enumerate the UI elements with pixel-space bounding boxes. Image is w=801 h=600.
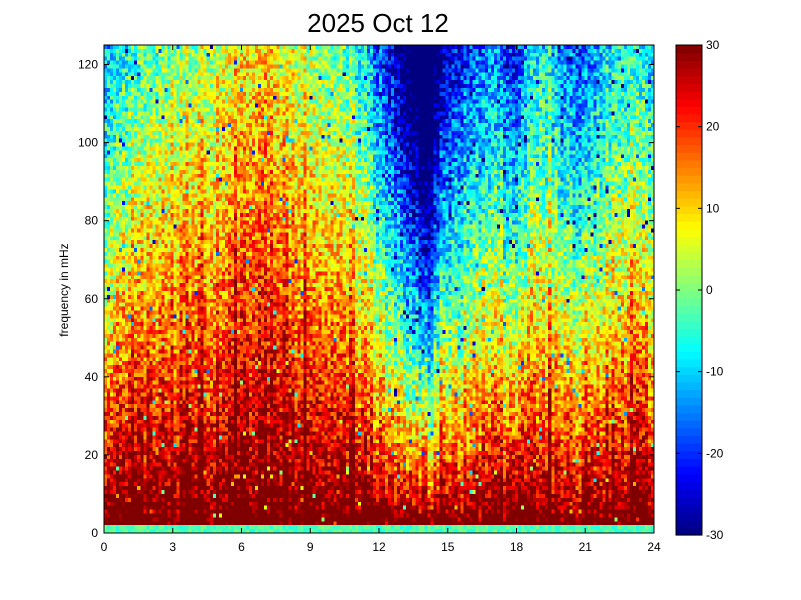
y-tick-label: 120 bbox=[78, 58, 98, 72]
colorbar-segment bbox=[676, 251, 702, 260]
colorbar-segment bbox=[676, 259, 702, 268]
colorbar-segment bbox=[676, 182, 702, 192]
heatmap bbox=[104, 45, 654, 533]
y-tick-label: 40 bbox=[85, 370, 99, 384]
colorbar-segment bbox=[676, 519, 702, 528]
colorbar-segment bbox=[676, 236, 702, 245]
colorbar-segment bbox=[676, 159, 702, 169]
colorbar-segment bbox=[676, 450, 702, 460]
colorbar-segment bbox=[676, 435, 702, 444]
colorbar-segment bbox=[676, 190, 702, 199]
y-tick-label: 20 bbox=[85, 448, 99, 462]
colorbar-tick-label: -20 bbox=[706, 446, 724, 460]
chart-title: 2025 Oct 12 bbox=[307, 8, 449, 38]
colorbar-segment bbox=[676, 481, 702, 490]
colorbar-segment bbox=[676, 121, 702, 130]
colorbar-segment bbox=[676, 312, 702, 322]
colorbar-segment bbox=[676, 496, 702, 505]
x-tick-label: 12 bbox=[372, 540, 386, 554]
colorbar-segment bbox=[676, 473, 702, 483]
colorbar-segment bbox=[676, 389, 702, 398]
x-tick-label: 21 bbox=[579, 540, 593, 554]
colorbar-segment bbox=[676, 489, 702, 498]
colorbar-segment bbox=[676, 397, 702, 406]
colorbar-segment bbox=[676, 213, 702, 222]
colorbar-segment bbox=[676, 412, 702, 421]
colorbar-segment bbox=[676, 427, 702, 437]
colorbar-tick-label: 10 bbox=[706, 201, 720, 215]
colorbar-segment bbox=[676, 45, 702, 54]
y-axis-label: frequency in mHz bbox=[57, 243, 71, 336]
colorbar-segment bbox=[676, 458, 702, 467]
colorbar-segment bbox=[676, 83, 702, 92]
colorbar-tick-label: 0 bbox=[706, 283, 713, 297]
colorbar-segment bbox=[676, 335, 702, 345]
colorbar-segment bbox=[676, 366, 702, 375]
colorbar-segment bbox=[676, 228, 702, 238]
colorbar-segment bbox=[676, 290, 702, 299]
colorbar-segment bbox=[676, 443, 702, 452]
colorbar-segment bbox=[676, 297, 702, 306]
colorbar-segment bbox=[676, 267, 702, 276]
colorbar-segment bbox=[676, 175, 702, 184]
colorbar-segment bbox=[676, 404, 702, 414]
colorbar-segment bbox=[676, 512, 702, 521]
x-tick-label: 15 bbox=[441, 540, 455, 554]
colorbar-segment bbox=[676, 98, 702, 107]
x-tick-label: 3 bbox=[169, 540, 176, 554]
x-tick-label: 24 bbox=[647, 540, 661, 554]
colorbar-segment bbox=[676, 205, 702, 215]
colorbar-segment bbox=[676, 90, 702, 100]
colorbar-segment bbox=[676, 282, 702, 291]
x-tick-label: 6 bbox=[238, 540, 245, 554]
colorbar-segment bbox=[676, 244, 702, 253]
colorbar-tick-label: 30 bbox=[706, 38, 720, 52]
plot-axes: 0 3 6 9 12 15 18 21 24 0 20 40 60 80 100 120 bbox=[78, 44, 661, 554]
heatmap-image bbox=[104, 45, 654, 533]
y-tick-label: 0 bbox=[91, 526, 98, 540]
colorbar: -30 -20 -10 0 10 20 30 bbox=[675, 38, 724, 542]
colorbar-segment bbox=[676, 328, 702, 337]
colorbar-tick-label: -10 bbox=[706, 365, 724, 379]
x-tick-label: 18 bbox=[510, 540, 524, 554]
colorbar-segment bbox=[676, 144, 702, 153]
colorbar-segment bbox=[676, 343, 702, 352]
colorbar-segment bbox=[676, 504, 702, 513]
colorbar-segment bbox=[676, 167, 702, 176]
colorbar-segment bbox=[676, 274, 702, 283]
colorbar-segment bbox=[676, 358, 702, 368]
colorbar-segment bbox=[676, 129, 702, 138]
colorbar-segment bbox=[676, 420, 702, 429]
x-tick-label: 9 bbox=[307, 540, 314, 554]
colorbar-segment bbox=[676, 305, 702, 314]
colorbar-segment bbox=[676, 75, 702, 84]
colorbar-segment bbox=[676, 320, 702, 329]
colorbar-segment bbox=[676, 152, 702, 161]
x-tick-label: 0 bbox=[101, 540, 108, 554]
colorbar-segment bbox=[676, 466, 702, 475]
colorbar-segment bbox=[676, 527, 702, 536]
colorbar-segment bbox=[676, 374, 702, 383]
colorbar-segment bbox=[676, 106, 702, 115]
colorbar-segment bbox=[676, 381, 702, 391]
colorbar-segment bbox=[676, 198, 702, 207]
colorbar-segment bbox=[676, 351, 702, 360]
colorbar-segment bbox=[676, 52, 702, 61]
colorbar-segment bbox=[676, 136, 702, 146]
y-tick-label: 80 bbox=[85, 214, 99, 228]
colorbar-tick-label: 20 bbox=[706, 120, 720, 134]
colorbar-segment bbox=[676, 60, 702, 69]
colorbar-tick-label: -30 bbox=[706, 528, 724, 542]
colorbar-segment bbox=[676, 67, 702, 77]
colorbar-segment bbox=[676, 113, 702, 123]
y-tick-label: 100 bbox=[78, 136, 98, 150]
y-tick-label: 60 bbox=[85, 292, 99, 306]
colorbar-segment bbox=[676, 221, 702, 230]
